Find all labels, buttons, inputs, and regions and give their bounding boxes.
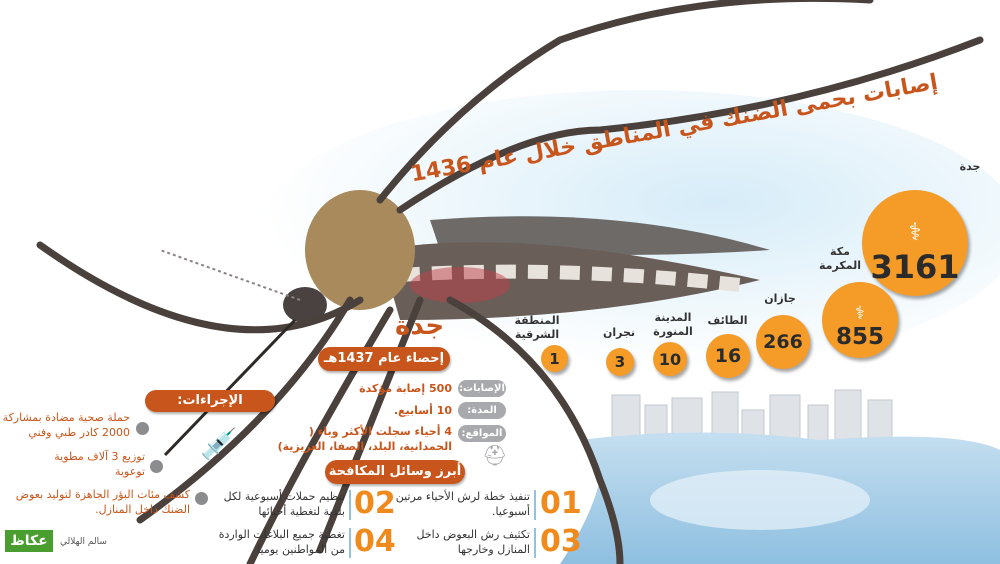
region-label-jazan: جازان: [764, 292, 796, 305]
bullet-dot: [136, 422, 149, 435]
value-eastern: 1: [549, 349, 560, 368]
measure-text: تغطية جميع البلاغات الواردة من المواطنين…: [218, 528, 345, 556]
measure-text: تنفيذ خطة لرش الأحياء مرتين أسبوعيا.: [395, 490, 530, 518]
bubble-jeddah: ⚕ 3161: [862, 190, 968, 296]
bubble-makkah: ⚕ 855: [822, 282, 898, 358]
cpr-icon: ⛑: [482, 443, 508, 467]
procedures-title: الإجراءات:: [145, 390, 275, 412]
jeddah-heading: جدة: [395, 311, 445, 341]
value-jeddah: 3161: [870, 248, 960, 286]
measure-text: تنظيم حملات أسبوعية لكل بلدية لتغطية أحي…: [223, 490, 345, 518]
measure-number: 04: [354, 524, 396, 559]
divider: [534, 528, 536, 558]
region-label-jeddah: جدة: [959, 160, 981, 173]
bubble-madinah: 10: [653, 342, 687, 376]
designer-credit: سالم الهلالي: [60, 537, 107, 547]
nurse-syringe-icon: 💉: [200, 427, 238, 462]
bubble-eastern: 1: [541, 345, 568, 372]
patient-doctor-icon: ⚕: [855, 303, 865, 324]
procedure-item: توزيع 3 آلاف مطوية توعوية: [54, 450, 145, 478]
region-label-eastern: المنطقة الشرقية: [514, 314, 560, 341]
value-najran: 3: [614, 353, 626, 371]
tag-cases: الإصابات:: [458, 380, 506, 397]
mosquito-head: [283, 287, 327, 323]
bubble-jazan: 266: [756, 315, 810, 369]
procedure-item: حملة صحية مضادة بمشاركة 2000 كادر طبي وف…: [2, 411, 130, 439]
value-madinah: 10: [658, 349, 682, 369]
value-makkah: 855: [835, 324, 884, 350]
tag-duration: المدة:: [458, 402, 506, 419]
bubble-taif: 16: [706, 334, 750, 378]
cases-value: 500 إصابة مؤكدة: [359, 382, 452, 395]
measure-text: تكثيف رش البعوض داخل المنازل وخارجها: [416, 528, 531, 556]
duration-value: 10 أسابيع.: [393, 404, 452, 417]
region-label-najran: نجران: [602, 326, 636, 339]
mosquito-antenna: [159, 249, 301, 301]
okaz-logo: عكاظ: [5, 530, 53, 552]
region-label-makkah: مكة المكرمة: [819, 245, 861, 272]
mosquito-proboscis: [163, 318, 297, 457]
procedure-item: كشف مئات البؤر الجاهزة لتوليد بعوض الضنك…: [15, 488, 190, 516]
measures-title: أبرز وسائل المكافحة :: [325, 460, 465, 503]
city-skyline: [611, 389, 893, 446]
locations-value: 4 أحياء سجلت الأكثر وباء ( الحمدانية، ال…: [277, 425, 452, 453]
divider: [534, 490, 536, 520]
measure-number: 02: [354, 486, 396, 521]
value-taif: 16: [714, 345, 742, 367]
divider: [349, 490, 351, 520]
tag-locations: المواقع:: [458, 425, 506, 442]
region-label-madinah: المدينة المنورة: [653, 311, 693, 338]
divider: [349, 528, 351, 558]
stats-title: إحصاء عام 1437هـ: [318, 347, 450, 371]
patient-doctor-icon: ⚕: [908, 218, 922, 246]
measure-number: 03: [540, 524, 582, 559]
mosquito-abdomen: [380, 242, 760, 320]
bullet-dot: [195, 492, 208, 505]
bullet-dot: [150, 460, 163, 473]
bubble-najran: 3: [606, 348, 634, 376]
region-label-taif: الطائف: [707, 314, 748, 327]
value-jazan: 266: [763, 331, 803, 353]
mosquito-legs: [36, 0, 984, 564]
measure-number: 01: [540, 486, 582, 521]
mosquito-thorax: [305, 190, 415, 310]
